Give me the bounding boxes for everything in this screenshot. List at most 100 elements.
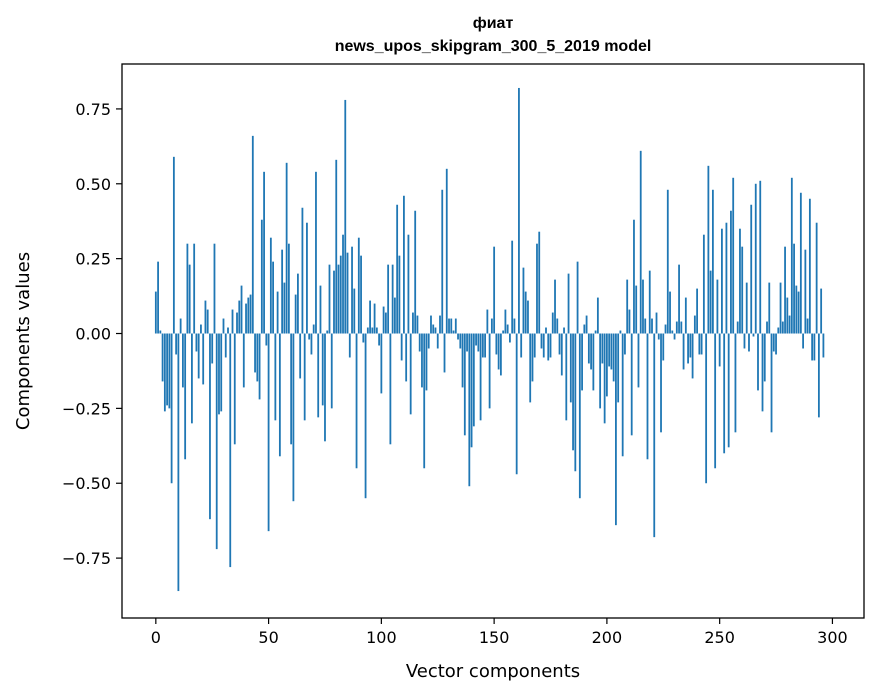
bar: [281, 249, 284, 334]
bar: [520, 333, 523, 358]
bar: [599, 333, 602, 409]
bar: [777, 327, 780, 334]
bar: [648, 270, 651, 334]
bar: [224, 333, 227, 358]
bar: [220, 333, 223, 412]
bar: [669, 291, 671, 334]
y-tick-label: 0.50: [75, 175, 111, 194]
bar: [698, 333, 701, 355]
bar: [678, 264, 680, 334]
bar: [342, 234, 344, 334]
bar: [529, 333, 532, 403]
bar: [775, 333, 777, 355]
bar: [545, 327, 547, 334]
x-tick-label: 0: [151, 628, 161, 647]
bar: [319, 285, 322, 334]
bar: [788, 315, 791, 334]
bar: [425, 333, 428, 391]
bar: [633, 219, 635, 334]
bar: [371, 327, 374, 334]
bar: [168, 333, 171, 409]
bar: [533, 333, 536, 358]
bar: [479, 333, 482, 421]
bar: [181, 333, 184, 388]
bar: [786, 297, 789, 334]
bar: [324, 333, 326, 442]
bar: [808, 198, 811, 334]
x-tick-label: 250: [704, 628, 735, 647]
bar: [191, 333, 193, 424]
bar: [635, 285, 638, 334]
bar: [624, 333, 626, 355]
bar: [673, 333, 676, 340]
bar: [242, 333, 245, 388]
bar: [306, 222, 308, 334]
bar: [206, 309, 209, 334]
bar: [441, 189, 444, 334]
bar: [179, 318, 182, 334]
bar: [524, 291, 527, 334]
bar: [267, 333, 270, 532]
bar: [195, 333, 198, 352]
bar: [752, 333, 755, 337]
chart-subtitle: news_upos_skipgram_300_5_2019 model: [335, 38, 652, 55]
bar: [346, 252, 349, 334]
bar: [328, 264, 331, 334]
bar: [687, 333, 689, 364]
bar: [423, 333, 426, 469]
bar: [249, 294, 252, 334]
bar: [666, 189, 669, 334]
bar: [748, 333, 750, 352]
bar: [430, 315, 432, 334]
bar: [727, 333, 730, 448]
bar: [540, 333, 543, 349]
bar: [333, 270, 335, 334]
bar: [470, 333, 473, 448]
bar: [403, 195, 405, 334]
bar: [260, 219, 263, 334]
bar: [157, 261, 159, 334]
bar: [463, 333, 466, 436]
bar: [509, 333, 511, 343]
bar: [551, 312, 554, 334]
bar: [799, 192, 802, 334]
bar: [549, 333, 552, 358]
bar: [265, 333, 268, 346]
bar: [380, 333, 383, 394]
bar: [766, 321, 768, 334]
bar: [772, 333, 775, 352]
bar: [815, 222, 818, 334]
bar: [445, 168, 448, 334]
bar: [660, 333, 662, 433]
bar: [538, 231, 541, 334]
bar: [418, 333, 421, 352]
bar: [536, 243, 538, 334]
bar: [651, 318, 653, 334]
y-axis-label: Components values: [13, 252, 34, 430]
bar: [583, 324, 586, 334]
bar: [736, 321, 739, 334]
bar: [339, 255, 342, 334]
bar: [596, 297, 599, 334]
bar: [450, 318, 453, 334]
bar: [664, 324, 667, 334]
bar: [337, 264, 340, 334]
bar: [572, 333, 574, 451]
bar: [448, 318, 450, 334]
bar: [761, 333, 764, 412]
bar: [283, 282, 286, 334]
bar: [689, 333, 692, 358]
bar: [238, 300, 241, 334]
bar: [585, 315, 588, 334]
bar: [166, 333, 168, 406]
bar: [642, 279, 644, 334]
bar: [229, 333, 232, 568]
bar: [709, 270, 712, 334]
bar: [504, 309, 507, 334]
bar: [707, 165, 710, 334]
y-tick-label: −0.25: [62, 399, 111, 418]
bar: [739, 228, 741, 334]
bar: [628, 309, 631, 334]
bar: [567, 273, 570, 334]
